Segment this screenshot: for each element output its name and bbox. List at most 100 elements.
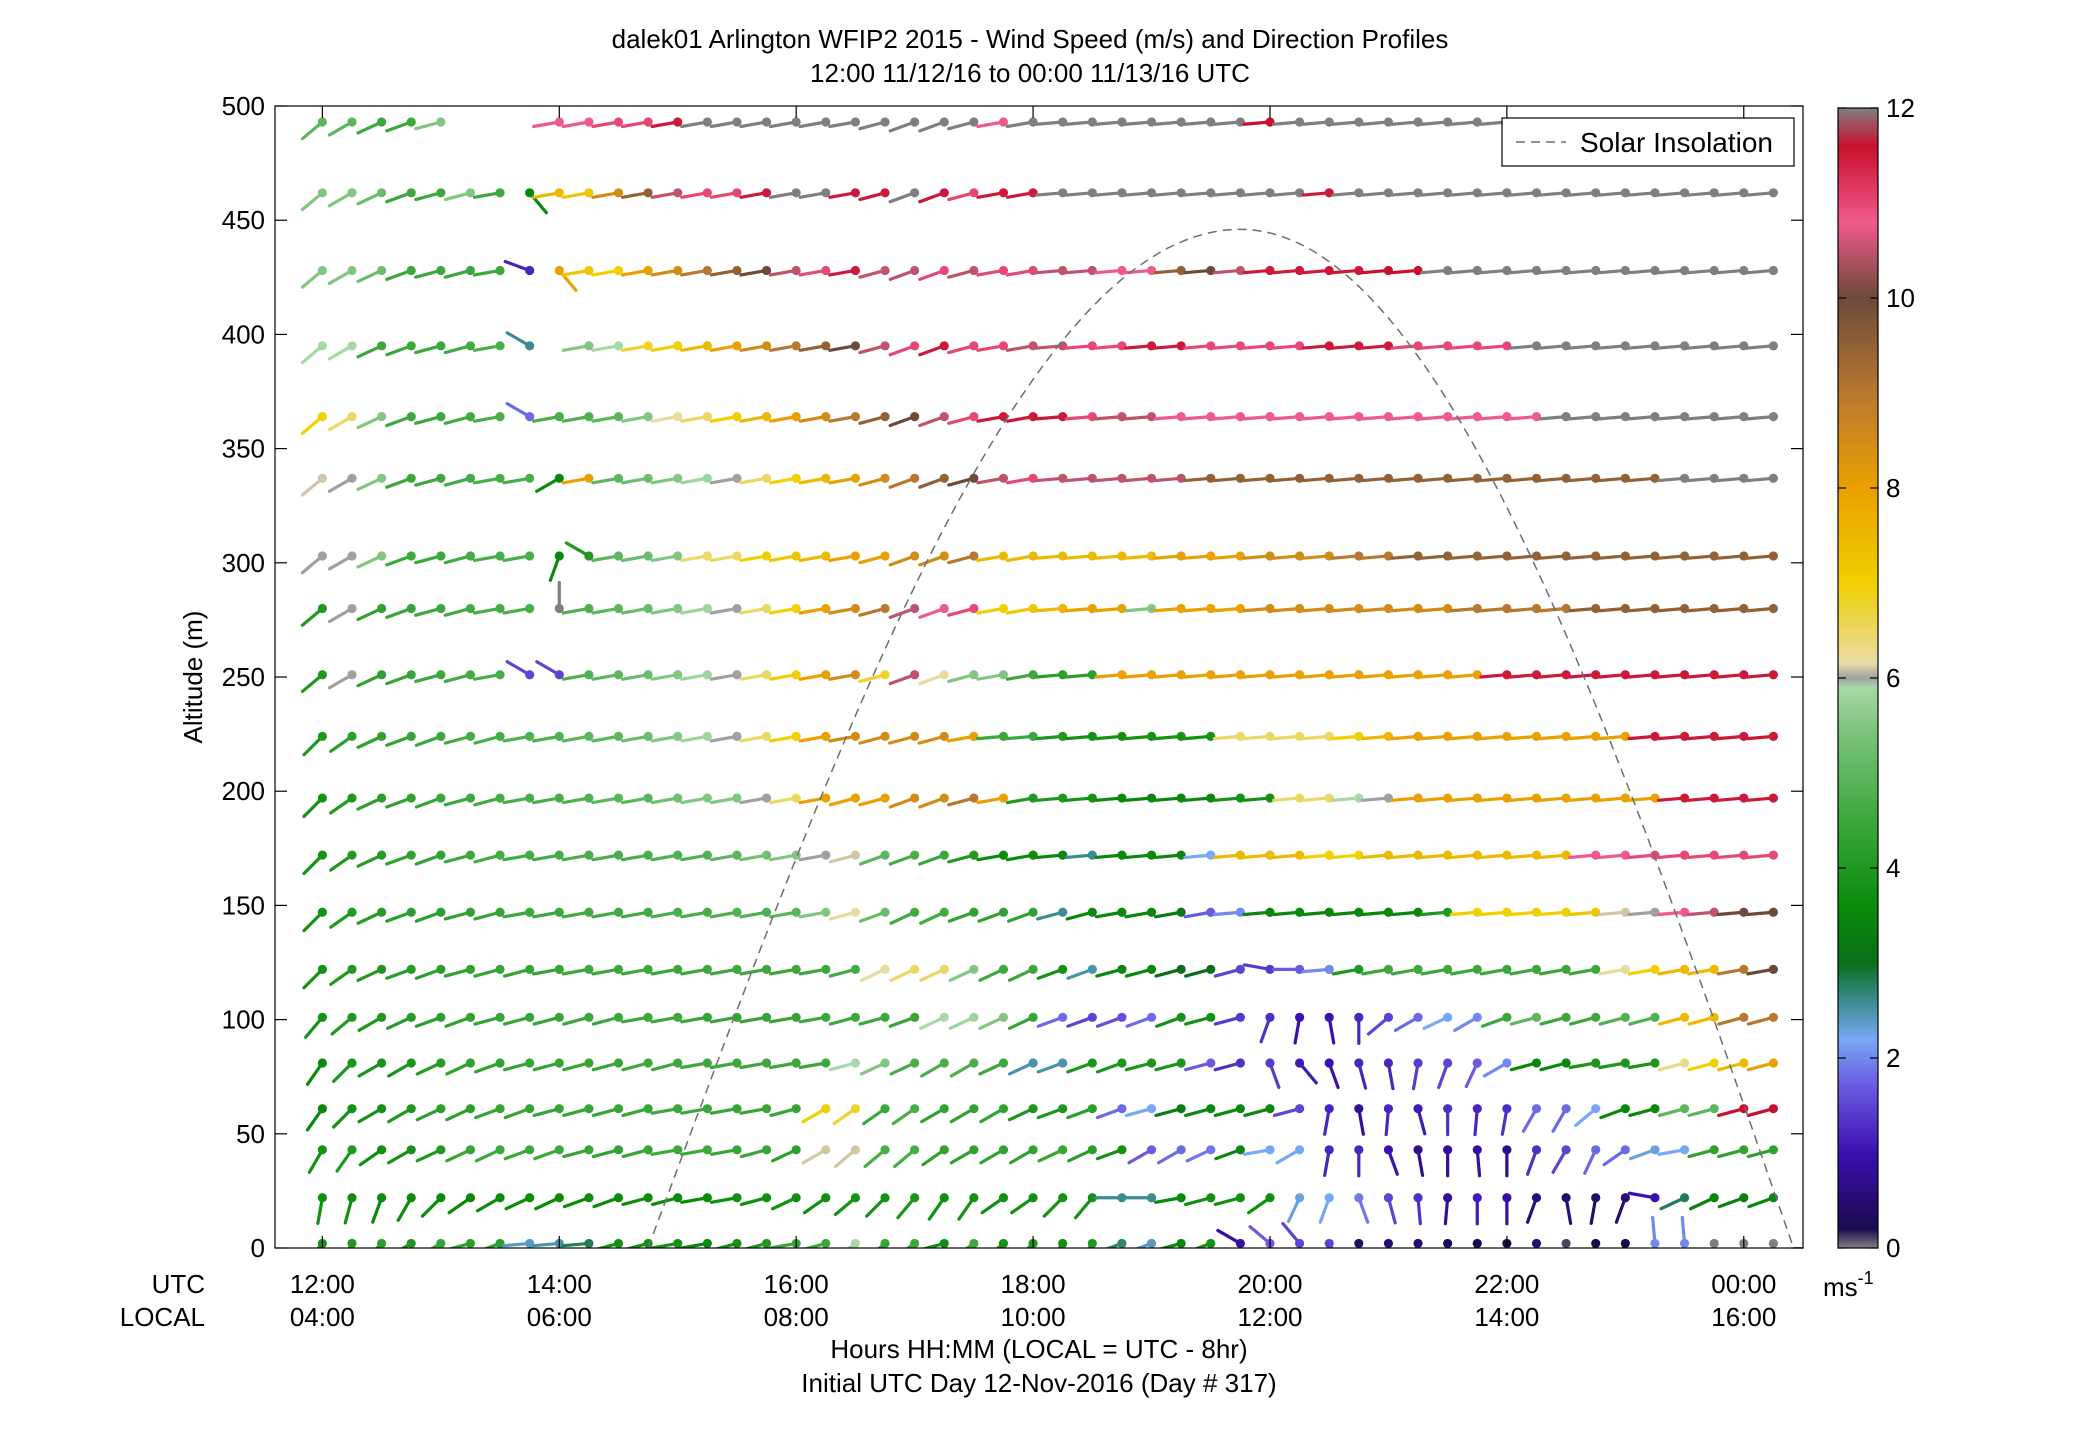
wind-barb-head	[880, 603, 890, 614]
wind-barb-head	[1768, 473, 1778, 483]
wind-barb-head	[436, 1012, 446, 1022]
wind-barb-head	[436, 907, 446, 917]
wind-barb-head	[317, 1145, 327, 1155]
wind-barb-head	[1620, 1193, 1630, 1203]
wind-barb-head	[910, 1145, 920, 1155]
wind-barb-head	[377, 265, 387, 276]
wind-barb-head	[406, 1145, 416, 1155]
wind-barb-head	[613, 551, 624, 561]
wind-barb-head	[377, 117, 387, 127]
wind-barb-head	[673, 850, 683, 860]
wind-barb-head	[939, 850, 949, 860]
wind-barb-head	[465, 1145, 476, 1155]
wind-barb-head	[821, 551, 831, 561]
wind-barb-head	[584, 1104, 594, 1114]
wind-barb-head	[495, 603, 505, 614]
wind-barb-head	[317, 1104, 327, 1114]
wind-barb-head	[317, 1012, 327, 1022]
axes: 05010015020025030035040045050012:0004:00…	[222, 91, 1804, 1332]
wind-barb-head	[495, 551, 505, 561]
wind-barb-head	[1679, 1193, 1690, 1203]
wind-barb-head	[1413, 1238, 1423, 1248]
wind-barb-head	[761, 1238, 772, 1248]
wind-barb-head	[465, 551, 476, 561]
colorbar-tick-label: 4	[1886, 853, 1900, 883]
wind-barb-head	[1768, 1145, 1778, 1155]
wind-barb-head	[525, 1058, 535, 1068]
x-tick-label-utc: 00:00	[1711, 1269, 1776, 1299]
wind-barb-head	[880, 1145, 890, 1155]
wind-barb-head	[791, 1058, 801, 1068]
wind-barb-head	[554, 850, 564, 860]
colorbar-unit-exponent: -1	[1858, 1268, 1874, 1288]
wind-barb-head	[436, 265, 446, 276]
wind-barb-head	[584, 117, 594, 127]
wind-barb-head	[495, 473, 505, 483]
wind-barb-head	[732, 1104, 742, 1114]
wind-barb-head	[702, 1193, 712, 1203]
wind-barb-head	[791, 907, 801, 917]
wind-barb-head	[821, 670, 831, 680]
wind-barb-head	[761, 1193, 772, 1203]
wind-barb-head	[1146, 1145, 1157, 1155]
wind-barb-head	[347, 1104, 357, 1114]
wind-barb-head	[791, 793, 801, 803]
wind-barb-head	[821, 731, 831, 741]
wind-barb-head	[643, 1193, 653, 1203]
wind-barb-head	[1324, 1012, 1334, 1022]
wind-barb-head	[525, 850, 535, 860]
wind-barb-head	[732, 551, 742, 561]
wind-barb-head	[910, 1012, 920, 1022]
wind-barb-head	[1117, 1012, 1127, 1022]
wind-barb-head	[1502, 1193, 1512, 1203]
wind-barb-head	[1206, 964, 1216, 974]
wind-barb-head	[406, 1104, 416, 1114]
wind-barb-head	[880, 551, 890, 561]
wind-barb-head	[1650, 1058, 1660, 1068]
wind-barb-head	[347, 551, 357, 561]
wind-barb-head	[1028, 1058, 1038, 1068]
wind-barb-head	[998, 1193, 1009, 1203]
wind-barb-head	[702, 188, 712, 198]
wind-barb-head	[465, 265, 476, 276]
wind-barb-head	[732, 1058, 742, 1068]
wind-barb-head	[910, 473, 920, 483]
wind-barb-head	[732, 731, 742, 741]
wind-barb-head	[880, 850, 890, 860]
utc-row-label: UTC	[152, 1269, 205, 1299]
wind-barb-head	[761, 473, 772, 483]
wind-barb-head	[613, 793, 624, 803]
wind-barb-head	[377, 850, 387, 860]
wind-barb-head	[347, 117, 357, 127]
wind-barb-head	[317, 1193, 327, 1203]
wind-barb-head	[761, 731, 772, 741]
wind-barb-head	[969, 341, 979, 351]
wind-barb-head	[1531, 1145, 1542, 1155]
wind-barb-head	[613, 964, 624, 974]
wind-barb-head	[1768, 188, 1778, 198]
wind-barb-head	[761, 1145, 772, 1155]
wind-barb-head	[465, 964, 476, 974]
wind-barb-head	[880, 907, 890, 917]
wind-barb-head	[584, 850, 594, 860]
wind-barb-head	[1591, 1238, 1601, 1248]
wind-barb-head	[406, 1058, 416, 1068]
wind-barb-head	[436, 188, 446, 198]
wind-barb-head	[850, 1058, 861, 1068]
wind-barb-head	[939, 603, 949, 614]
wind-barb-head	[465, 850, 476, 860]
chart-title: dalek01 Arlington WFIP2 2015 - Wind Spee…	[612, 24, 1449, 54]
wind-barb-head	[939, 731, 949, 741]
wind-barb-head	[406, 603, 416, 614]
wind-barb-head	[821, 341, 831, 351]
wind-barb-head	[317, 188, 327, 198]
wind-barb-head	[880, 1238, 890, 1248]
wind-barb-head	[613, 850, 624, 860]
wind-barb-head	[1768, 1012, 1778, 1022]
wind-barb-head	[702, 341, 712, 351]
wind-barb-head	[702, 731, 712, 741]
wind-barb-head	[969, 117, 979, 127]
wind-barb-head	[998, 1104, 1009, 1114]
wind-barb-head	[910, 341, 920, 351]
